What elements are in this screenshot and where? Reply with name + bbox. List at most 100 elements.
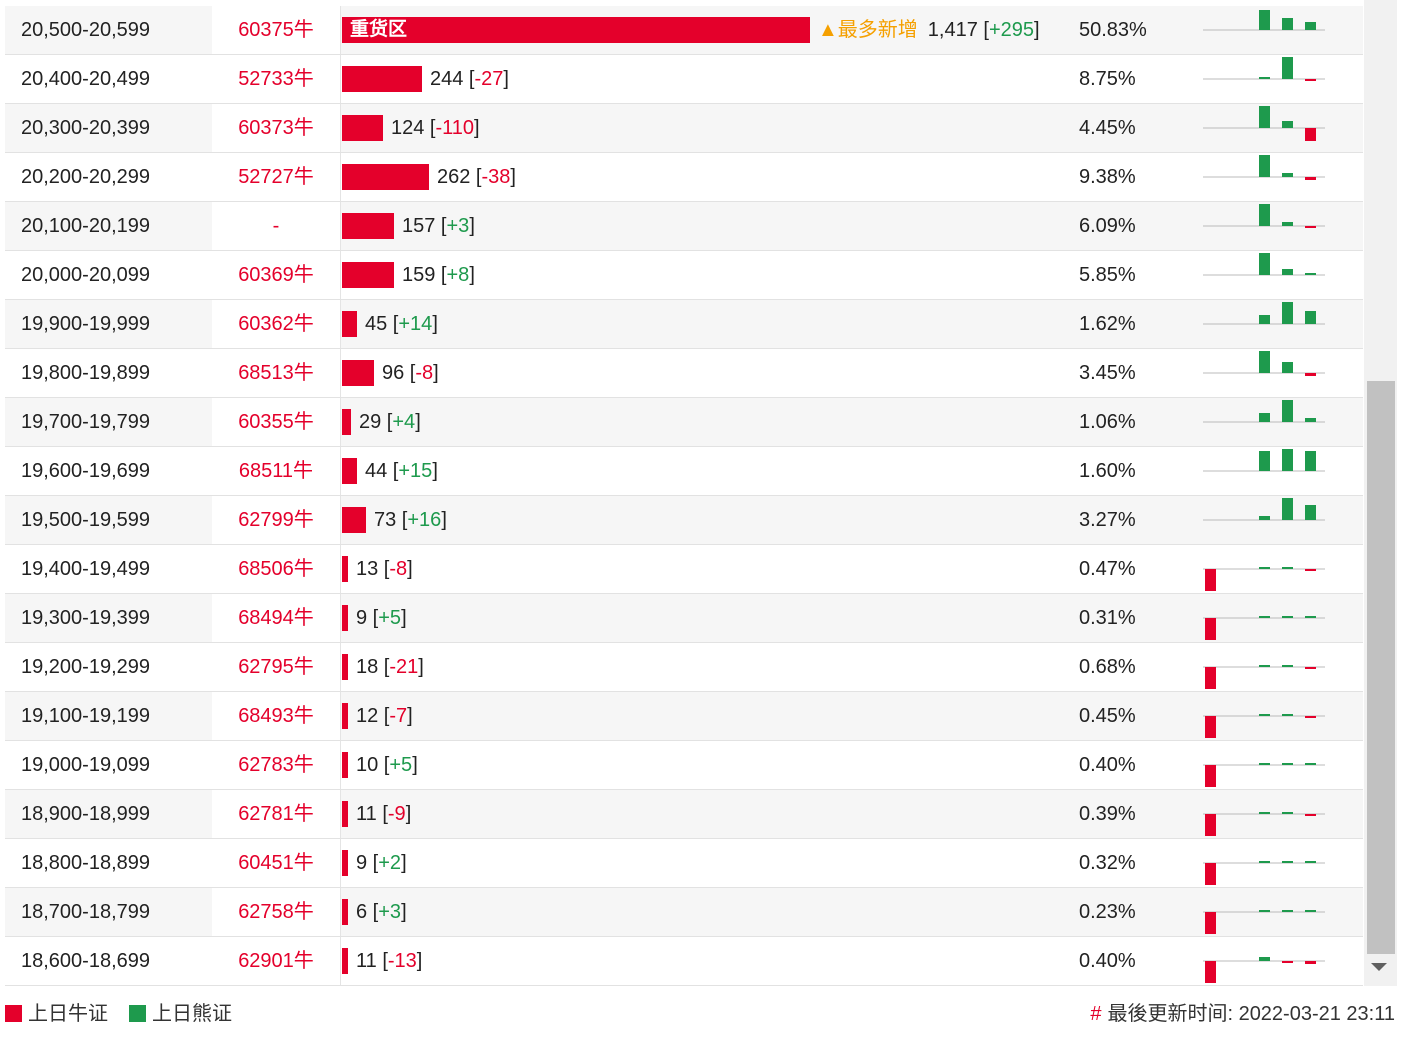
quantity-value: 44 bbox=[365, 460, 388, 482]
quantity-change: +8 bbox=[446, 264, 470, 286]
price-range: 20,300-20,399 bbox=[21, 117, 151, 139]
cbbc-code-link[interactable]: 60451牛 bbox=[212, 839, 341, 887]
price-range: 20,400-20,499 bbox=[21, 68, 151, 90]
cbbc-code-link[interactable]: 68493牛 bbox=[212, 692, 341, 740]
quantity-change: +4 bbox=[392, 411, 416, 433]
table-row[interactable]: 19,600-19,699 68511牛 44 [+15] 1.60% bbox=[5, 447, 1363, 496]
quantity-bar-cell: 44 [+15] bbox=[341, 447, 1041, 495]
quantity-text: 11 [-9] bbox=[356, 803, 412, 825]
mini-chart-bar bbox=[1282, 861, 1293, 863]
trend-mini-chart bbox=[1203, 498, 1325, 521]
trend-mini-chart bbox=[1203, 714, 1325, 738]
mini-chart-bar bbox=[1259, 957, 1270, 961]
trend-mini-chart bbox=[1203, 302, 1325, 325]
cbbc-code-link[interactable]: 62901牛 bbox=[212, 937, 341, 985]
cbbc-code-link[interactable]: 68494牛 bbox=[212, 594, 341, 642]
cbbc-code-link[interactable]: 62795牛 bbox=[212, 643, 341, 691]
quantity-bar bbox=[342, 801, 348, 827]
table-row[interactable]: 18,700-18,799 62758牛 6 [+3] 0.23% bbox=[5, 888, 1363, 937]
cbbc-code-link[interactable]: 68511牛 bbox=[212, 447, 341, 495]
table-row[interactable]: 19,700-19,799 60355牛 29 [+4] 1.06% bbox=[5, 398, 1363, 447]
quantity-bar bbox=[342, 507, 366, 533]
cbbc-code-link[interactable]: 62781牛 bbox=[212, 790, 341, 838]
table-row[interactable]: 20,300-20,399 60373牛 124 [-110] 4.45% bbox=[5, 104, 1363, 153]
cbbc-distribution-table: 20,500-20,599 60375牛 重货区 ▲最多新增 1,417 [+295] 5… bbox=[5, 6, 1363, 986]
price-range: 19,800-19,899 bbox=[21, 362, 151, 384]
price-range: 19,100-19,199 bbox=[21, 705, 151, 727]
price-range: 20,500-20,599 bbox=[21, 19, 151, 41]
quantity-bar-cell: 124 [-110] bbox=[341, 104, 1041, 152]
quantity-bar-cell: 13 [-8] bbox=[341, 545, 1041, 593]
quantity-text: 159 [+8] bbox=[402, 264, 475, 286]
cbbc-code-link[interactable]: 68513牛 bbox=[212, 349, 341, 397]
table-row[interactable]: 19,200-19,299 62795牛 18 [-21] 0.68% bbox=[5, 643, 1363, 692]
quantity-change: -110 bbox=[435, 117, 475, 139]
mini-chart-bar bbox=[1259, 812, 1270, 814]
percentage: 5.85% bbox=[1079, 264, 1136, 286]
quantity-bar bbox=[342, 164, 429, 190]
table-row[interactable]: 19,800-19,899 68513牛 96 [-8] 3.45% bbox=[5, 349, 1363, 398]
cbbc-code-link[interactable]: 68506牛 bbox=[212, 545, 341, 593]
table-row[interactable]: 18,900-18,999 62781牛 11 [-9] 0.39% bbox=[5, 790, 1363, 839]
trend-mini-chart bbox=[1203, 957, 1325, 983]
percentage: 1.62% bbox=[1079, 313, 1136, 335]
mini-chart-bar bbox=[1282, 18, 1293, 30]
table-row[interactable]: 20,500-20,599 60375牛 重货区 ▲最多新增 1,417 [+295] 5… bbox=[5, 6, 1363, 55]
mini-chart-bar bbox=[1282, 961, 1293, 963]
cbbc-code-link[interactable]: 60373牛 bbox=[212, 104, 341, 152]
cbbc-code-link[interactable]: 60355牛 bbox=[212, 398, 341, 446]
cbbc-code-link[interactable]: 62758牛 bbox=[212, 888, 341, 936]
percentage: 0.23% bbox=[1079, 901, 1136, 923]
cbbc-code-link[interactable]: 52727牛 bbox=[212, 153, 341, 201]
table-row[interactable]: 20,000-20,099 60369牛 159 [+8] 5.85% bbox=[5, 251, 1363, 300]
cbbc-code-link[interactable]: 60362牛 bbox=[212, 300, 341, 348]
table-row[interactable]: 19,300-19,399 68494牛 9 [+5] 0.31% bbox=[5, 594, 1363, 643]
price-range: 18,900-18,999 bbox=[21, 803, 151, 825]
trend-mini-chart bbox=[1203, 57, 1325, 81]
table-row[interactable]: 20,400-20,499 52733牛 244 [-27] 8.75% bbox=[5, 55, 1363, 104]
quantity-bar bbox=[342, 409, 351, 435]
cbbc-code-link[interactable]: 52733牛 bbox=[212, 55, 341, 103]
mini-chart-bar bbox=[1259, 516, 1270, 520]
cbbc-code-link[interactable]: - bbox=[212, 202, 341, 250]
quantity-bar-cell: 96 [-8] bbox=[341, 349, 1041, 397]
quantity-bar bbox=[342, 262, 394, 288]
quantity-change: -38 bbox=[481, 166, 511, 188]
price-range: 20,200-20,299 bbox=[21, 166, 151, 188]
table-row[interactable]: 20,100-20,199 - 157 [+3] 6.09% bbox=[5, 202, 1363, 251]
table-row[interactable]: 18,600-18,699 62901牛 11 [-13] 0.40% bbox=[5, 937, 1363, 986]
cbbc-code-link[interactable]: 60369牛 bbox=[212, 251, 341, 299]
table-row[interactable]: 19,100-19,199 68493牛 12 [-7] 0.45% bbox=[5, 692, 1363, 741]
mini-chart-bar bbox=[1205, 961, 1216, 983]
table-row[interactable]: 19,500-19,599 62799牛 73 [+16] 3.27% bbox=[5, 496, 1363, 545]
last-update-text: 最後更新时间: 2022-03-21 23:11 bbox=[1107, 1003, 1395, 1025]
quantity-text: 124 [-110] bbox=[391, 117, 480, 139]
scrollbar-thumb[interactable] bbox=[1367, 381, 1395, 954]
legend-bear-label: 上日熊证 bbox=[152, 1003, 232, 1025]
price-range: 18,700-18,799 bbox=[21, 901, 151, 923]
cbbc-code-link[interactable]: 60375牛 bbox=[212, 6, 341, 54]
quantity-value: 9 bbox=[356, 607, 368, 629]
mini-chart-bar bbox=[1282, 812, 1293, 814]
table-row[interactable]: 19,900-19,999 60362牛 45 [+14] 1.62% bbox=[5, 300, 1363, 349]
mini-chart-bar bbox=[1305, 373, 1316, 376]
quantity-change: +5 bbox=[378, 607, 402, 629]
quantity-value: 11 bbox=[356, 950, 377, 972]
percentage: 0.39% bbox=[1079, 803, 1136, 825]
bear-swatch-icon bbox=[129, 1005, 146, 1022]
table-row[interactable]: 19,000-19,099 62783牛 10 [+5] 0.40% bbox=[5, 741, 1363, 790]
cbbc-code-link[interactable]: 62783牛 bbox=[212, 741, 341, 789]
price-range: 19,600-19,699 bbox=[21, 460, 151, 482]
cbbc-code-link[interactable]: 62799牛 bbox=[212, 496, 341, 544]
mini-chart-bar bbox=[1205, 814, 1216, 836]
trend-mini-chart bbox=[1203, 910, 1325, 934]
price-range: 19,000-19,099 bbox=[21, 754, 151, 776]
scroll-down-arrow-icon[interactable] bbox=[1371, 963, 1387, 971]
table-row[interactable]: 20,200-20,299 52727牛 262 [-38] 9.38% bbox=[5, 153, 1363, 202]
table-row[interactable]: 19,400-19,499 68506牛 13 [-8] 0.47% bbox=[5, 545, 1363, 594]
quantity-text: 10 [+5] bbox=[356, 754, 418, 776]
mini-chart-bar bbox=[1305, 505, 1316, 520]
quantity-change: -13 bbox=[387, 950, 417, 972]
table-row[interactable]: 18,800-18,899 60451牛 9 [+2] 0.32% bbox=[5, 839, 1363, 888]
percentage: 0.40% bbox=[1079, 950, 1136, 972]
